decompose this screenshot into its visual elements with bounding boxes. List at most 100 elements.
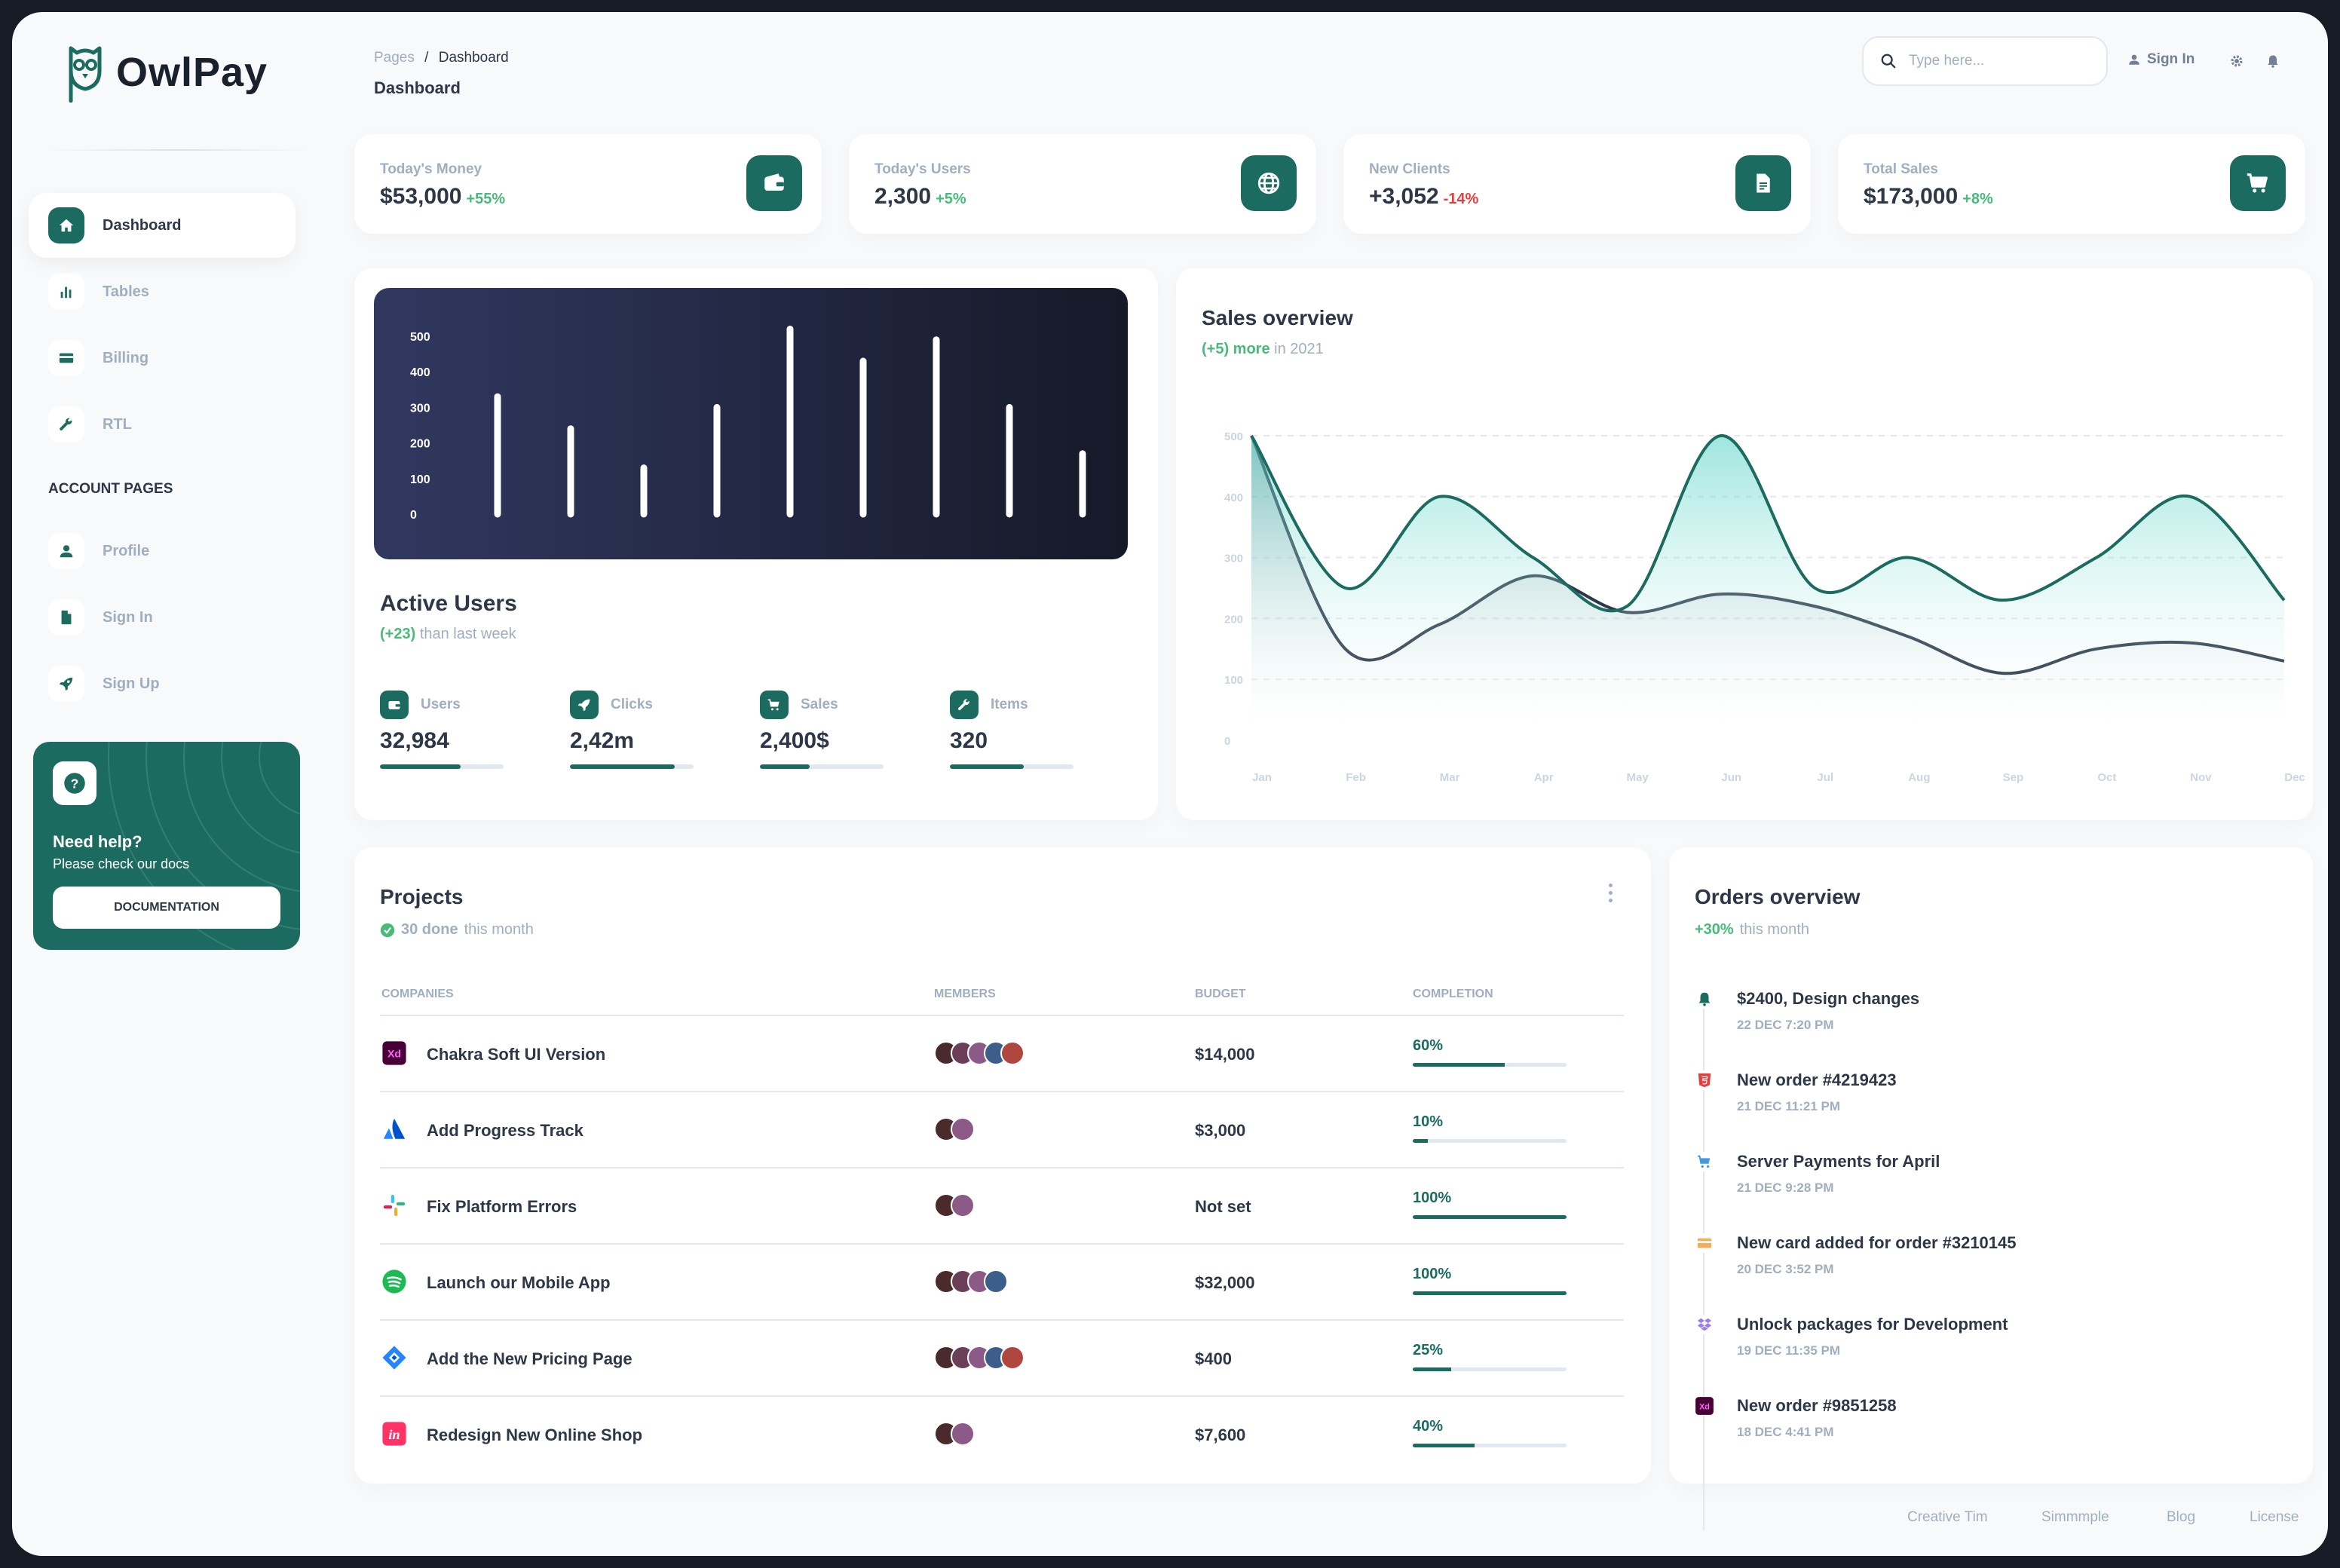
- table-row[interactable]: Fix Platform Errors Not set 100%: [380, 1168, 1624, 1245]
- stat-value: $53,000 +55%: [380, 184, 506, 209]
- table-row[interactable]: Add Progress Track $3,000 10%: [380, 1092, 1624, 1168]
- sidebar-item-tables[interactable]: Tables: [29, 259, 296, 324]
- sidebar-item-rtl[interactable]: RTL: [29, 392, 296, 457]
- y-tick-label: 300: [410, 402, 430, 415]
- timeline-date: 21 DEC 11:21 PM: [1737, 1099, 1841, 1113]
- sidebar-section-title: ACCOUNT PAGES: [48, 481, 173, 497]
- search-icon: [1881, 54, 1896, 69]
- svg-text:Xd: Xd: [1699, 1402, 1710, 1411]
- series-line[interactable]: [1250, 433, 2286, 613]
- y-tick-label: 500: [1224, 430, 1243, 443]
- timeline-title: New order #4219423: [1737, 1070, 1897, 1089]
- metric-label: Items: [991, 697, 1028, 712]
- y-tick-label: 500: [410, 331, 430, 344]
- y-tick-label: 100: [410, 473, 430, 486]
- project-completion: 100%: [1413, 1266, 1452, 1282]
- x-tick-label: Jun: [1721, 771, 1741, 784]
- metric-label: Clicks: [611, 697, 653, 712]
- sidebar-item-label: Tables: [103, 283, 149, 300]
- timeline-title: $2400, Design changes: [1737, 989, 1920, 1008]
- timeline-date: 20 DEC 3:52 PM: [1737, 1262, 1834, 1276]
- atlassian-icon: [381, 1116, 407, 1142]
- footer-link-creative-tim[interactable]: Creative Tim: [1907, 1509, 1988, 1525]
- metric-value: 2,400$: [760, 728, 829, 753]
- wallet-icon: [746, 155, 802, 211]
- footer-link-license[interactable]: License: [2250, 1509, 2299, 1525]
- projects-subtitle: 30 done this month: [380, 921, 534, 939]
- timeline-item[interactable]: Xd New order #9851258 18 DEC 4:41 PM: [1695, 1396, 2298, 1464]
- project-progress: [1413, 1367, 1567, 1371]
- sign-in-label: Sign In: [2147, 51, 2195, 67]
- rocket-icon: [570, 691, 599, 719]
- timeline-date: 18 DEC 4:41 PM: [1737, 1425, 1834, 1439]
- avatar[interactable]: [951, 1422, 975, 1446]
- sidebar-item-dashboard[interactable]: Dashboard: [29, 193, 296, 258]
- project-members: [934, 1041, 1025, 1065]
- xd-icon: Xd: [381, 1040, 407, 1066]
- table-row[interactable]: in Redesign New Online Shop $7,600 40%: [380, 1397, 1624, 1473]
- footer-link-blog[interactable]: Blog: [2167, 1509, 2196, 1525]
- active-users-title: Active Users: [380, 591, 517, 616]
- timeline-date: 19 DEC 11:35 PM: [1737, 1343, 1841, 1358]
- xd-icon: Xd: [1695, 1396, 1714, 1416]
- timeline-title: Server Payments for April: [1737, 1152, 1940, 1171]
- search-input[interactable]: [1909, 53, 2090, 69]
- breadcrumb-separator: /: [424, 50, 429, 66]
- timeline-item[interactable]: New card added for order #3210145 20 DEC…: [1695, 1233, 2298, 1301]
- metric-progress: [760, 764, 884, 769]
- x-tick-label: Feb: [1346, 771, 1366, 784]
- stat-delta: +8%: [1962, 191, 1993, 207]
- jira-icon: [381, 1345, 407, 1370]
- avatar[interactable]: [951, 1117, 975, 1141]
- document-icon: [1735, 155, 1791, 211]
- timeline-date: 21 DEC 9:28 PM: [1737, 1181, 1834, 1195]
- x-tick-label: Jul: [1817, 771, 1833, 784]
- project-budget: $3,000: [1195, 1121, 1246, 1140]
- active-users-chart: 0 100 200 300 400 500: [374, 288, 1128, 559]
- active-users-subtitle: (+23) than last week: [380, 626, 516, 642]
- table-row[interactable]: Launch our Mobile App $32,000 100%: [380, 1245, 1624, 1321]
- sidebar-item-profile[interactable]: Profile: [29, 519, 296, 583]
- sidebar-item-billing[interactable]: Billing: [29, 326, 296, 390]
- sign-in-button[interactable]: Sign In: [2127, 51, 2195, 68]
- documentation-button[interactable]: DOCUMENTATION: [53, 887, 280, 929]
- check-circle-icon: [380, 923, 395, 937]
- breadcrumb-root[interactable]: Pages: [374, 50, 415, 66]
- sidebar-item-sign-in[interactable]: Sign In: [29, 585, 296, 650]
- invision-icon: in: [381, 1421, 407, 1447]
- series-area: [1251, 435, 2284, 740]
- y-tick-label: 0: [410, 509, 417, 522]
- metric-progress: [570, 764, 694, 769]
- project-members: [934, 1346, 1025, 1370]
- table-row[interactable]: Xd Chakra Soft UI Version $14,000 60%: [380, 1016, 1624, 1092]
- table-row[interactable]: Add the New Pricing Page $400 25%: [380, 1321, 1624, 1397]
- user-icon: [48, 533, 84, 569]
- metric-users: Users 32,984: [380, 691, 504, 769]
- timeline-item[interactable]: New order #4219423 21 DEC 11:21 PM: [1695, 1070, 2298, 1138]
- avatar[interactable]: [1000, 1346, 1025, 1370]
- avatar[interactable]: [984, 1269, 1008, 1294]
- project-completion: 60%: [1413, 1037, 1444, 1054]
- sidebar-item-label: RTL: [103, 415, 132, 433]
- project-progress: [1413, 1291, 1567, 1295]
- bell-icon[interactable]: [2263, 51, 2283, 71]
- column-header: MEMBERS: [934, 988, 996, 1000]
- footer-link-simmmple[interactable]: Simmmple: [2041, 1509, 2109, 1525]
- stat-value: +3,052 -14%: [1369, 184, 1479, 209]
- avatar[interactable]: [951, 1193, 975, 1217]
- sales-overview-subtitle: (+5) more in 2021: [1202, 341, 1324, 357]
- stat-value: 2,300 +5%: [874, 184, 966, 209]
- project-name: Fix Platform Errors: [427, 1197, 577, 1216]
- timeline-item[interactable]: Unlock packages for Development 19 DEC 1…: [1695, 1315, 2298, 1383]
- timeline-item[interactable]: $2400, Design changes 22 DEC 7:20 PM: [1695, 989, 2298, 1057]
- sidebar-item-label: Sign In: [103, 608, 153, 626]
- gear-icon[interactable]: [2227, 51, 2247, 71]
- brand[interactable]: OwlPay: [65, 42, 268, 103]
- search-box[interactable]: [1862, 36, 2108, 86]
- stat-value: $173,000 +8%: [1864, 184, 1993, 209]
- avatar[interactable]: [1000, 1041, 1025, 1065]
- sidebar-item-sign-up[interactable]: Sign Up: [29, 651, 296, 716]
- help-card: ? Need help? Please check our docs DOCUM…: [33, 742, 300, 950]
- more-options-icon[interactable]: [1603, 877, 1618, 908]
- timeline-item[interactable]: Server Payments for April 21 DEC 9:28 PM: [1695, 1152, 2298, 1220]
